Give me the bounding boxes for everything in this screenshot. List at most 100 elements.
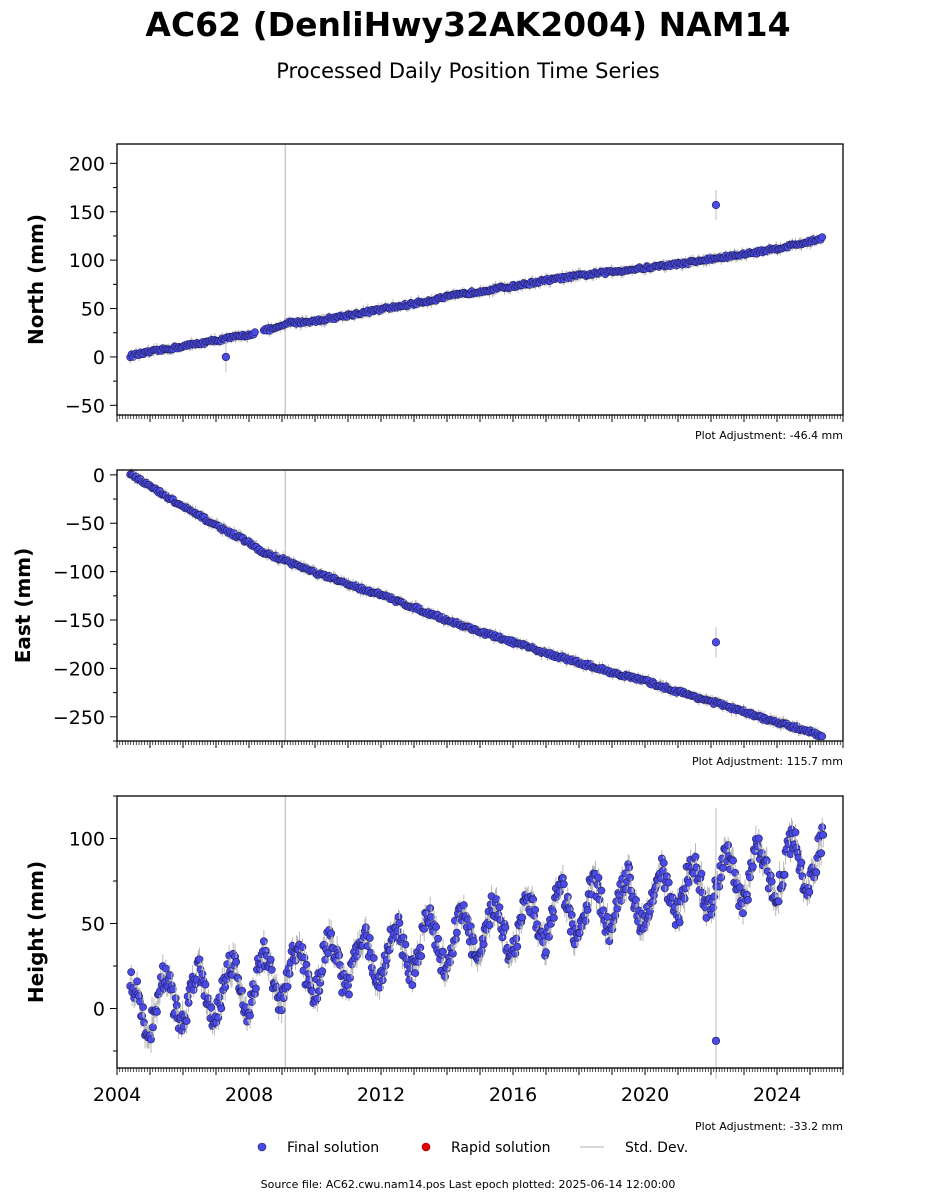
data-point bbox=[739, 909, 747, 918]
chart-subtitle: Processed Daily Position Time Series bbox=[276, 59, 660, 83]
data-point bbox=[818, 233, 827, 242]
panel-0: −50 0 50 100 150 200 North (mm) Plot Adjustment… bbox=[24, 143, 844, 442]
data-point bbox=[183, 992, 192, 1001]
data-point bbox=[646, 907, 654, 916]
data-point bbox=[597, 886, 606, 895]
data-point bbox=[408, 981, 417, 989]
data-point bbox=[452, 935, 460, 943]
y-tick-label: 150 bbox=[69, 202, 105, 224]
data-point bbox=[684, 878, 693, 887]
data-point bbox=[549, 907, 557, 916]
data-point bbox=[195, 955, 204, 964]
data-point bbox=[207, 1003, 216, 1012]
y-tick-label: 100 bbox=[69, 829, 105, 851]
y-tick-label: −200 bbox=[53, 658, 105, 680]
data-point bbox=[252, 984, 260, 993]
plot-adjustment: Plot Adjustment: -46.4 mm bbox=[695, 429, 843, 442]
data-point bbox=[344, 981, 352, 990]
data-point bbox=[434, 934, 442, 943]
data-point bbox=[168, 985, 177, 994]
data-point bbox=[594, 873, 603, 882]
outlier-point bbox=[221, 352, 230, 362]
data-point bbox=[691, 852, 700, 861]
plot-frame bbox=[116, 795, 844, 1069]
data-point bbox=[416, 943, 425, 952]
data-point bbox=[246, 1011, 254, 1020]
y-tick-label: −50 bbox=[65, 513, 105, 535]
data-point bbox=[575, 929, 584, 937]
data-point bbox=[432, 923, 441, 931]
data-point bbox=[401, 940, 410, 949]
data-point bbox=[463, 915, 472, 924]
data-point bbox=[321, 955, 330, 964]
data-point bbox=[545, 932, 553, 941]
data-point bbox=[791, 828, 800, 837]
x-tick-label: 2020 bbox=[621, 1084, 669, 1106]
x-tick-label: 2024 bbox=[753, 1084, 801, 1106]
y-tick-label: 200 bbox=[69, 153, 105, 175]
data-point bbox=[513, 942, 522, 951]
data-points bbox=[126, 189, 827, 372]
data-point bbox=[709, 903, 718, 912]
data-point bbox=[479, 940, 488, 949]
legend-item: Rapid solution bbox=[421, 1140, 551, 1156]
data-point bbox=[259, 937, 268, 946]
data-point bbox=[308, 987, 317, 996]
data-point bbox=[625, 863, 634, 872]
data-point bbox=[749, 862, 757, 871]
y-tick-label: −250 bbox=[53, 707, 105, 729]
data-point bbox=[411, 969, 420, 978]
data-point bbox=[316, 978, 325, 987]
data-point bbox=[232, 958, 241, 966]
data-point bbox=[149, 1023, 157, 1032]
legend-label: Std. Dev. bbox=[625, 1140, 688, 1156]
data-point bbox=[452, 928, 461, 937]
outlier-point bbox=[711, 1036, 721, 1045]
data-point bbox=[715, 882, 724, 891]
data-point bbox=[459, 901, 468, 910]
data-point bbox=[300, 953, 309, 962]
data-point bbox=[778, 881, 787, 889]
data-point bbox=[533, 920, 541, 929]
data-point bbox=[744, 895, 752, 904]
source-note: Source file: AC62.cwu.nam14.pos Last epo… bbox=[261, 1178, 676, 1191]
panels: −50 0 50 100 150 200 North (mm) Plot Adjustment… bbox=[11, 143, 844, 1133]
data-point bbox=[798, 872, 807, 881]
data-point bbox=[153, 1008, 161, 1016]
data-point bbox=[439, 947, 447, 956]
data-point bbox=[563, 892, 572, 901]
data-point bbox=[581, 917, 590, 925]
data-point bbox=[140, 1018, 148, 1027]
data-point bbox=[559, 880, 568, 889]
data-point bbox=[361, 923, 370, 932]
panel-2: 0 50 100 2004 2008 2012 2016 2020 2024 Height (mm… bbox=[24, 795, 844, 1133]
data-point bbox=[283, 982, 292, 991]
data-point bbox=[277, 1006, 286, 1015]
data-point bbox=[605, 937, 614, 945]
data-point bbox=[426, 904, 435, 913]
data-point bbox=[375, 983, 384, 992]
panel-1: −250 −200 −150 −100 −50 0 East (mm) Plot Adjust… bbox=[11, 465, 844, 768]
data-point bbox=[632, 896, 640, 905]
data-point bbox=[762, 856, 771, 865]
y-axis-label: East (mm) bbox=[11, 548, 35, 664]
data-point bbox=[315, 987, 324, 996]
data-point bbox=[298, 943, 307, 952]
data-point bbox=[266, 955, 275, 964]
y-tick-label: 50 bbox=[81, 914, 105, 936]
data-points bbox=[126, 807, 828, 1079]
x-tick-label: 2012 bbox=[357, 1084, 405, 1106]
data-point bbox=[495, 903, 504, 912]
data-point bbox=[399, 933, 408, 942]
legend: Final solution Rapid solution Std. Dev. bbox=[257, 1140, 688, 1156]
data-point bbox=[492, 895, 501, 904]
data-point bbox=[664, 878, 673, 887]
outlier-point bbox=[711, 200, 721, 210]
data-point bbox=[221, 982, 230, 991]
data-point bbox=[599, 906, 608, 915]
chart-title: AC62 (DenliHwy32AK2004) NAM14 bbox=[145, 5, 790, 44]
data-point bbox=[518, 913, 527, 922]
data-point bbox=[659, 859, 668, 867]
legend-item: Final solution bbox=[257, 1140, 379, 1156]
data-point bbox=[774, 897, 783, 906]
